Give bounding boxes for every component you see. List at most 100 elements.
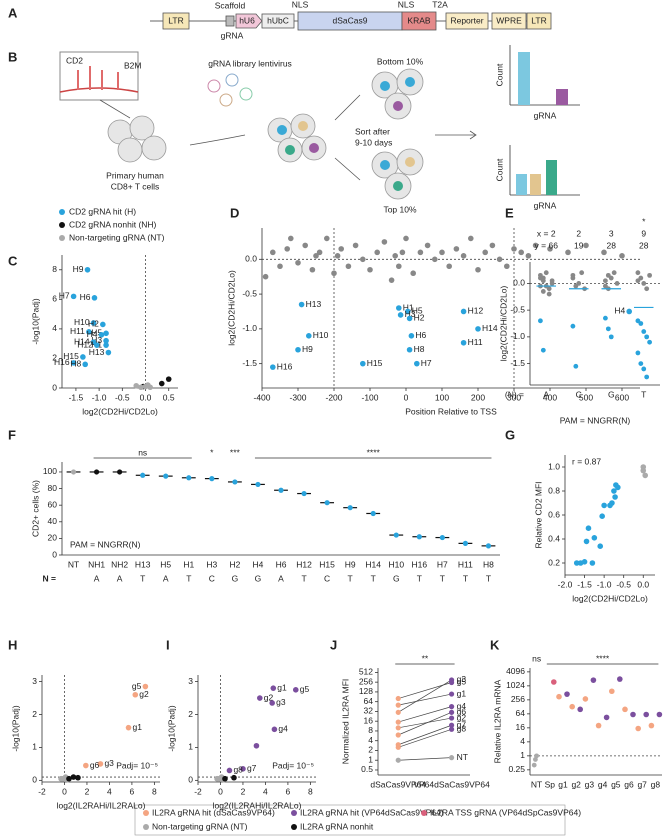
- y-axis-title: Relative IL2RA mRNA: [492, 679, 502, 763]
- point: [83, 762, 89, 769]
- point: [647, 339, 652, 345]
- point: [103, 337, 109, 344]
- panel-label: A: [8, 5, 18, 20]
- point: [635, 725, 641, 732]
- y-axis-title: -log10(Padj): [10, 705, 20, 751]
- y-tick-label: 1: [368, 754, 373, 764]
- pair-line: [398, 728, 452, 748]
- point-label: H11: [70, 326, 85, 336]
- y-tick-label: 64: [516, 708, 526, 718]
- point: [641, 280, 647, 286]
- y-tick-label: 0: [188, 775, 193, 785]
- point: [585, 525, 592, 531]
- point: [395, 709, 401, 715]
- x-tick-label: NH1: [88, 559, 105, 569]
- panel-label: I: [166, 637, 170, 652]
- x-tick-label: g6: [624, 779, 634, 789]
- x-tick-label: 2: [241, 786, 246, 796]
- ltr-label: LTR: [168, 15, 183, 25]
- point: [622, 706, 628, 713]
- virus: [219, 93, 233, 107]
- legend-marker: [421, 810, 427, 816]
- y-tick-label: 256: [359, 676, 373, 686]
- x-tick-label: H15: [319, 559, 335, 569]
- count-label: y = 66: [535, 240, 559, 250]
- point: [449, 709, 455, 715]
- virus: [239, 87, 253, 101]
- point: [482, 249, 489, 256]
- point: [449, 722, 455, 728]
- point: [432, 256, 438, 263]
- x-tick-label: -1.5: [69, 392, 84, 402]
- point-label: H2: [414, 313, 425, 323]
- nucleus: [309, 143, 319, 153]
- annotation: Padj= 10⁻⁵: [272, 760, 314, 770]
- panel-label: B: [8, 49, 17, 64]
- x-tick-label: H8: [483, 559, 494, 569]
- point-label: H11: [468, 337, 483, 347]
- y-tick-label: -1.5: [510, 358, 525, 368]
- reporter: [445, 12, 489, 30]
- y-tick-label: 0.2: [548, 557, 560, 567]
- point-label: H13: [89, 347, 105, 357]
- pam-label: A: [163, 573, 169, 583]
- point: [647, 272, 652, 278]
- y-tick-label: 1.0: [548, 461, 560, 471]
- point: [547, 246, 553, 252]
- point: [449, 715, 455, 721]
- point: [360, 360, 366, 367]
- point-label: NT: [457, 752, 468, 762]
- point: [165, 376, 172, 382]
- point: [396, 263, 402, 270]
- point: [295, 346, 301, 353]
- point: [416, 534, 422, 540]
- point: [309, 266, 316, 273]
- point: [546, 291, 552, 297]
- y-tick-label: 0: [52, 382, 57, 392]
- nucleus: [405, 157, 415, 167]
- cd2-label: CD2: [66, 55, 83, 65]
- point: [549, 278, 555, 284]
- y-axis-title: log2(CD2Hi/CD2Lo): [498, 286, 508, 362]
- point-label: H16: [54, 357, 70, 367]
- x-tick-label: H7: [437, 559, 448, 569]
- x-tick-label: 2: [85, 786, 90, 796]
- point-label: g7: [247, 763, 257, 773]
- point: [345, 263, 352, 270]
- point: [93, 469, 100, 475]
- point-label: g1: [133, 722, 143, 732]
- count-bar: [546, 160, 557, 195]
- point: [648, 722, 655, 729]
- point: [605, 326, 611, 332]
- point: [288, 235, 294, 242]
- point: [334, 253, 341, 259]
- point: [316, 249, 323, 256]
- point-label: H8: [414, 344, 425, 354]
- point: [408, 333, 415, 339]
- x-tick-label: g5: [611, 779, 621, 789]
- cells-label: CD8+ T cells: [111, 181, 160, 191]
- y-tick-label: 0: [32, 775, 37, 785]
- point: [75, 774, 81, 781]
- legend-marker: [59, 209, 65, 215]
- point-label: H10: [74, 317, 90, 327]
- point: [540, 347, 546, 353]
- nucleus: [285, 145, 295, 155]
- x-tick-label: 8: [308, 786, 313, 796]
- point: [638, 361, 644, 367]
- point-label: H14: [74, 336, 90, 346]
- y-tick-label: 1: [32, 742, 37, 752]
- point: [140, 472, 146, 478]
- legend-label: CD2 gRNA hit (H): [69, 206, 136, 216]
- point: [603, 283, 608, 289]
- point: [439, 249, 445, 256]
- point-label: H15: [63, 351, 79, 361]
- point: [475, 326, 481, 332]
- krab: [401, 11, 437, 31]
- y-tick-label: 16: [516, 722, 526, 732]
- pam-label: T: [371, 573, 376, 583]
- count-label: 2: [576, 228, 581, 238]
- y-axis-title: Normalized IL2RA MFI: [340, 679, 350, 765]
- point: [158, 380, 165, 387]
